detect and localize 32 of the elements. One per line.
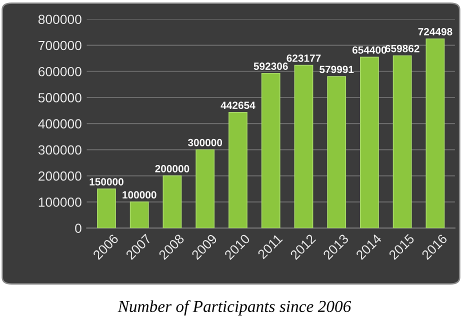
y-tick-label: 600000 <box>38 66 82 76</box>
bar <box>162 175 182 228</box>
bar <box>360 56 379 228</box>
data-label: 300000 <box>188 138 222 146</box>
bar <box>196 149 215 228</box>
y-tick-label: 700000 <box>38 40 82 50</box>
bar <box>392 55 412 228</box>
bar <box>97 188 116 228</box>
bar <box>327 76 346 228</box>
y-tick-label: 500000 <box>38 93 82 102</box>
y-tick-label: 800000 <box>38 14 82 24</box>
data-label: 100000 <box>122 191 156 199</box>
data-label: 200000 <box>155 165 190 172</box>
y-tick-label: 300000 <box>38 145 82 155</box>
data-label: 442654 <box>220 102 256 110</box>
data-label: 579991 <box>320 66 354 74</box>
bar <box>426 38 445 228</box>
bar <box>130 202 149 228</box>
data-label: 724498 <box>418 28 452 36</box>
bar <box>294 64 314 228</box>
data-label: 150000 <box>90 178 124 186</box>
data-label: 659862 <box>385 44 420 52</box>
text: Number of Participants since 2006 <box>118 300 352 316</box>
data-label: 623177 <box>286 54 321 62</box>
y-tick-label: 200000 <box>38 171 82 181</box>
y-tick-label: 0 <box>75 224 82 233</box>
data-label: 592306 <box>254 62 288 70</box>
y-tick-label: 100000 <box>38 198 82 207</box>
data-label: 654400 <box>352 46 386 54</box>
bar <box>261 72 280 228</box>
bar <box>228 112 248 228</box>
y-tick-label: 400000 <box>38 119 82 129</box>
